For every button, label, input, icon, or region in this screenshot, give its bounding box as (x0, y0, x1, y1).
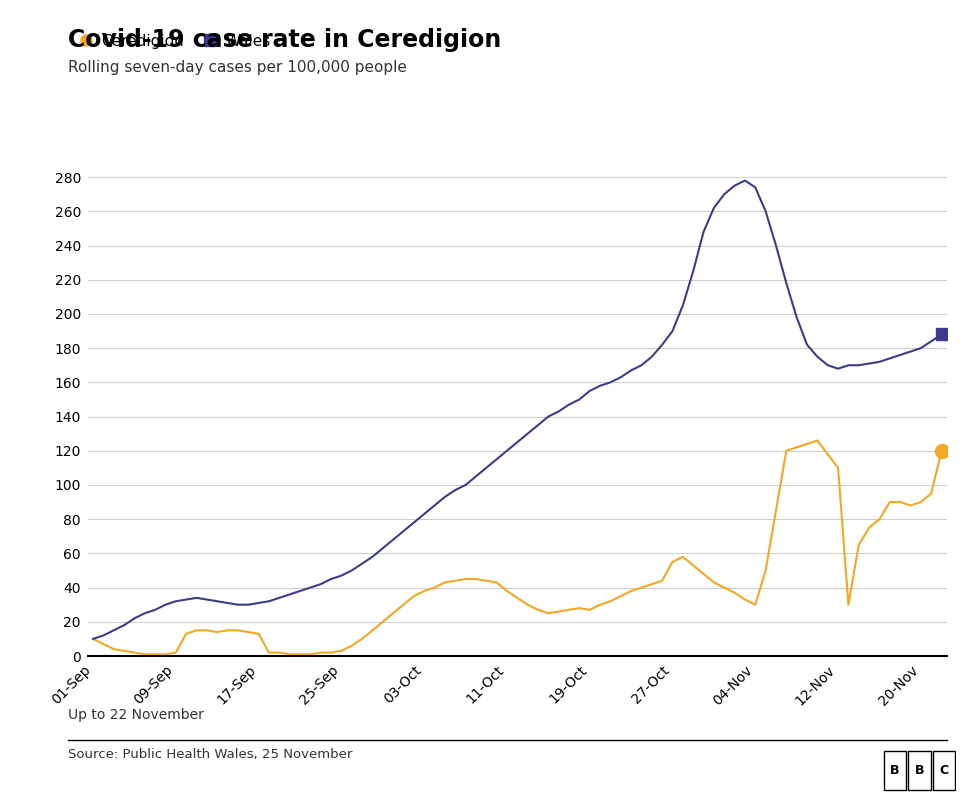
Text: Up to 22 November: Up to 22 November (68, 708, 204, 722)
Text: B: B (890, 763, 900, 777)
Legend: Ceredigion, Wales: Ceredigion, Wales (78, 34, 270, 49)
FancyBboxPatch shape (884, 751, 907, 790)
Text: Rolling seven-day cases per 100,000 people: Rolling seven-day cases per 100,000 peop… (68, 60, 407, 75)
Text: B: B (915, 763, 924, 777)
Text: Source: Public Health Wales, 25 November: Source: Public Health Wales, 25 November (68, 748, 352, 761)
Text: C: C (939, 763, 949, 777)
Text: Covid-19 case rate in Ceredigion: Covid-19 case rate in Ceredigion (68, 28, 502, 52)
FancyBboxPatch shape (909, 751, 931, 790)
FancyBboxPatch shape (933, 751, 955, 790)
